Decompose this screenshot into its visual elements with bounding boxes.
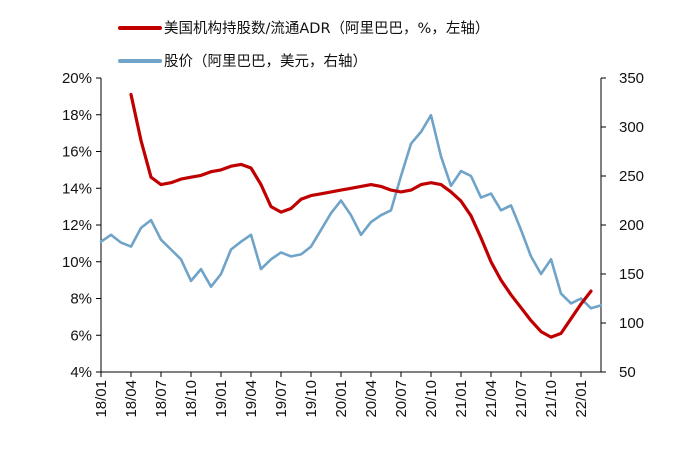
x-tick-label: 20/07 (393, 380, 410, 418)
x-tick-label: 19/10 (303, 380, 320, 418)
x-tick-label: 21/10 (543, 380, 560, 418)
x-tick-label: 21/04 (483, 380, 500, 418)
x-tick-label: 21/07 (513, 380, 530, 418)
y-axis-right-ticks: 50 100 150 200 250 300 350 (601, 70, 644, 381)
x-tick-label: 19/04 (243, 380, 260, 418)
y-right-tick-label: 50 (619, 364, 636, 381)
legend: 美国机构持股数/流通ADR（阿里巴巴，%，左轴） 股价（阿里巴巴，美元，右轴） (118, 20, 489, 70)
legend-label-institutional-holding: 美国机构持股数/流通ADR（阿里巴巴，%，左轴） (164, 20, 489, 37)
x-tick-label: 21/01 (453, 380, 470, 418)
x-tick-label: 20/10 (423, 380, 440, 418)
x-tick-label: 20/01 (333, 380, 350, 418)
x-tick-label: 22/01 (573, 380, 590, 418)
x-axis-ticks: 18/01 18/04 18/07 18/10 19/01 19/04 19/07 19/10… (93, 372, 590, 418)
plot-axes (100, 78, 602, 373)
x-tick-label: 18/07 (153, 380, 170, 418)
legend-label-stock-price: 股价（阿里巴巴，美元，右轴） (164, 53, 367, 70)
y-right-tick-label: 300 (619, 119, 644, 136)
x-tick-label: 18/04 (123, 380, 140, 418)
y-left-tick-label: 8% (70, 291, 92, 308)
y-right-tick-label: 250 (619, 168, 644, 185)
y-left-tick-label: 4% (70, 364, 92, 381)
x-tick-label: 18/01 (93, 380, 110, 418)
y-axis-left-ticks: 4% 6% 8% 10% 12% 14% 16% 18% 20% (62, 70, 101, 381)
series-line-institutional-holding (129, 92, 593, 339)
x-tick-label: 19/01 (213, 380, 230, 418)
y-left-tick-label: 14% (62, 180, 92, 197)
y-right-tick-label: 200 (619, 217, 644, 234)
y-left-tick-label: 6% (70, 327, 92, 344)
y-left-tick-label: 18% (62, 107, 92, 124)
x-tick-label: 18/10 (183, 380, 200, 418)
y-left-tick-label: 16% (62, 144, 92, 161)
x-tick-label: 20/04 (363, 380, 380, 418)
x-tick-label: 19/07 (273, 380, 290, 418)
y-right-tick-label: 100 (619, 315, 644, 332)
y-right-tick-label: 150 (619, 266, 644, 283)
y-left-tick-label: 12% (62, 217, 92, 234)
y-left-tick-label: 20% (62, 70, 92, 87)
y-right-tick-label: 350 (619, 70, 644, 87)
y-left-tick-label: 10% (62, 254, 92, 271)
series-line-stock-price (99, 113, 603, 310)
series-layer (99, 92, 603, 339)
